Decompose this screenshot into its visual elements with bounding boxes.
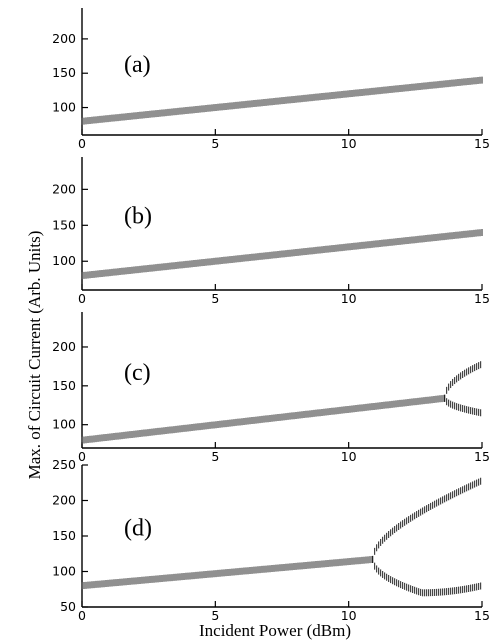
y-tick-label-b: 150 xyxy=(52,217,76,232)
series-d-branch-1 xyxy=(81,555,373,590)
y-tick-label-b: 100 xyxy=(52,253,76,268)
x-tick-label-a: 15 xyxy=(474,136,490,151)
x-tick-label-d: 15 xyxy=(474,608,490,623)
y-tick-label-c: 150 xyxy=(52,378,76,393)
y-tick-label-c: 100 xyxy=(52,417,76,432)
x-tick-label-c: 5 xyxy=(211,449,219,464)
series-d-branch-3 xyxy=(372,555,482,597)
x-tick-label-b: 15 xyxy=(474,291,490,306)
panel-c: 100 150 200 0 5 10 15 (c) xyxy=(52,312,490,464)
series-c-branch-3 xyxy=(444,394,482,417)
x-tick-label-c: 15 xyxy=(474,449,490,464)
x-tick-label-c: 0 xyxy=(78,449,86,464)
x-tick-label-c: 10 xyxy=(341,449,357,464)
panel-b: 100 150 200 0 5 10 15 (b) xyxy=(52,157,490,306)
x-tick-label-d: 0 xyxy=(78,608,86,623)
y-tick-label-a: 100 xyxy=(52,100,76,115)
x-tick-label-b: 10 xyxy=(341,291,357,306)
x-tick-label-b: 0 xyxy=(78,291,86,306)
panel-label-b: (b) xyxy=(124,204,152,230)
y-tick-label-d: 250 xyxy=(52,457,76,472)
x-tick-label-a: 0 xyxy=(78,136,86,151)
x-tick-label-a: 5 xyxy=(211,136,219,151)
series-d-branch-2 xyxy=(372,477,482,563)
y-tick-label-d: 100 xyxy=(52,564,76,579)
series-c-branch-2 xyxy=(444,361,482,402)
x-tick-label-d: 10 xyxy=(341,608,357,623)
y-tick-label-b: 200 xyxy=(52,181,76,196)
panel-label-c: (c) xyxy=(124,360,151,386)
y-tick-label-a: 200 xyxy=(52,31,76,46)
x-axis-title: Incident Power (dBm) xyxy=(199,621,351,640)
x-tick-label-d: 5 xyxy=(211,608,219,623)
y-tick-label-d: 200 xyxy=(52,493,76,508)
x-tick-label-a: 10 xyxy=(341,136,357,151)
panel-d: 50 100 150 200 250 0 5 10 15 (d) xyxy=(52,457,490,623)
y-tick-label-d: 150 xyxy=(52,528,76,543)
y-tick-label-a: 150 xyxy=(52,65,76,80)
x-tick-label-b: 5 xyxy=(211,291,219,306)
series-c-branch-1 xyxy=(81,394,445,444)
panel-label-d: (d) xyxy=(124,515,152,541)
y-tick-label-d: 50 xyxy=(60,599,76,614)
panel-label-a: (a) xyxy=(124,52,151,78)
y-axis-title: Max. of Circuit Current (Arb. Units) xyxy=(25,231,44,480)
series-a-branch-1 xyxy=(81,76,483,125)
panel-a: 100 150 200 0 5 10 15 (a) xyxy=(52,8,490,151)
y-tick-label-c: 200 xyxy=(52,339,76,354)
series-b-branch-1 xyxy=(81,228,483,280)
